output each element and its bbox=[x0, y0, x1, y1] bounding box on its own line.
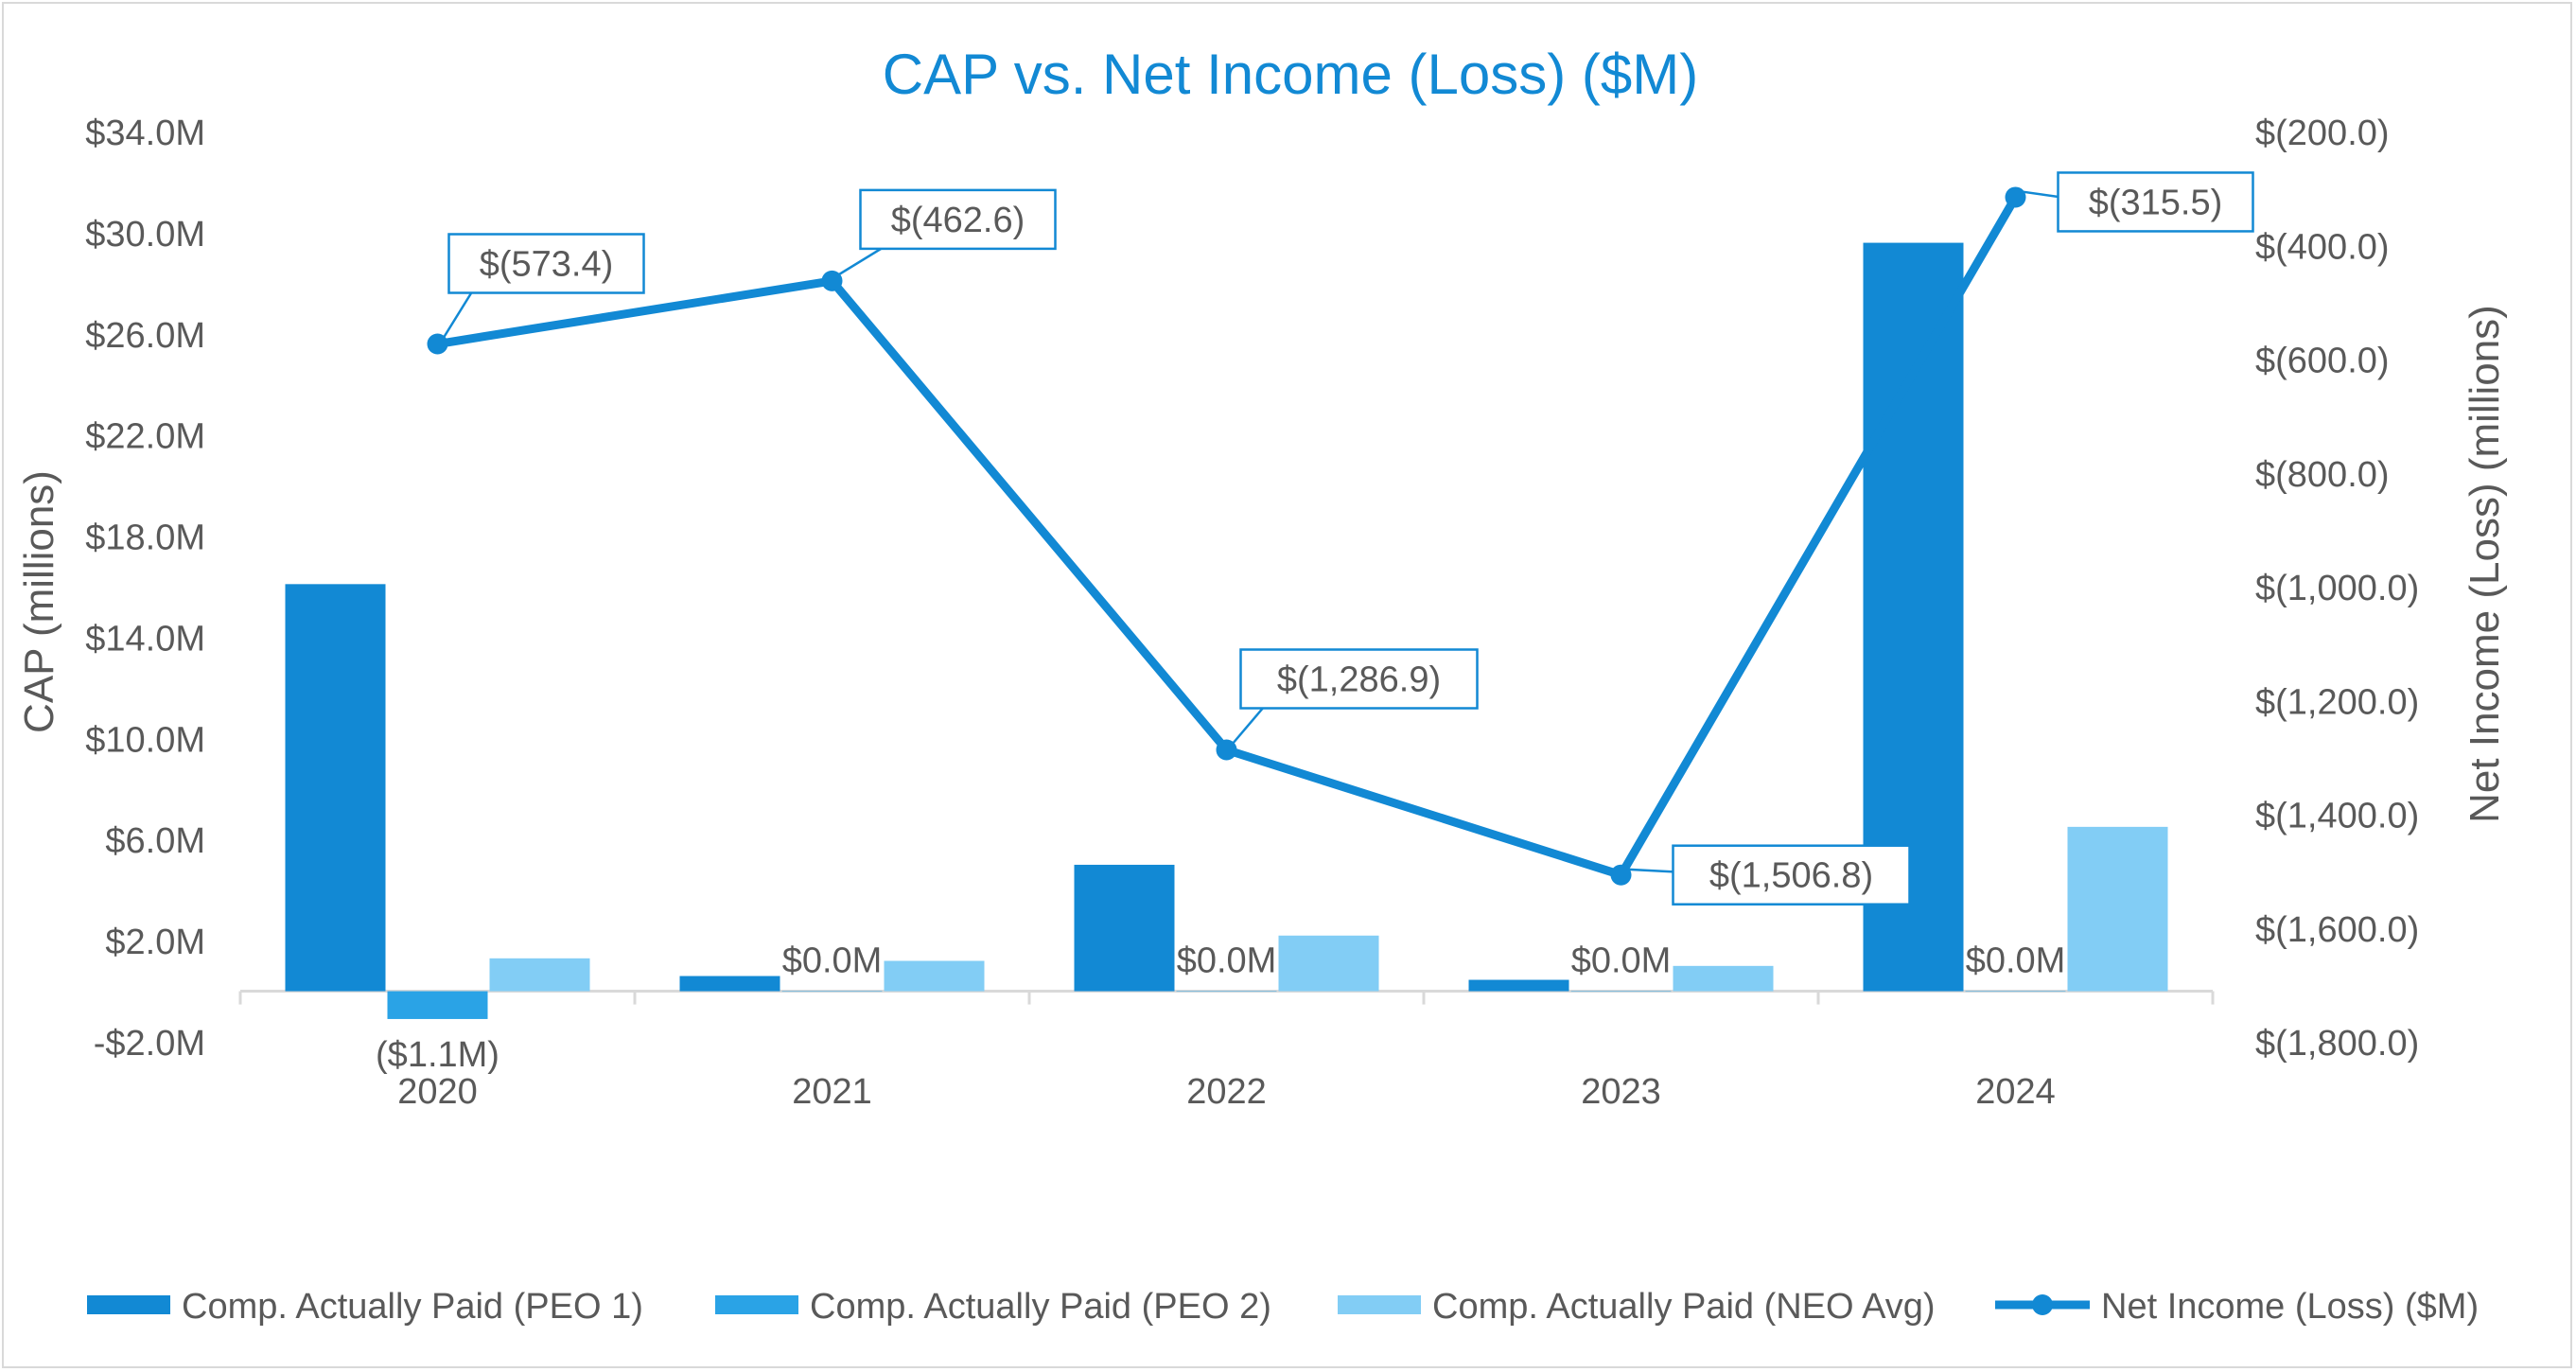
x-tick-label: 2024 bbox=[1975, 1072, 2056, 1112]
left-tick-label: $22.0M bbox=[85, 417, 205, 457]
callout-box bbox=[1672, 844, 1911, 906]
bar-comp-actually-paid-peo-1 bbox=[1074, 864, 1175, 992]
bar-comp-actually-paid-neo-avg bbox=[1278, 935, 1379, 992]
chart-title: CAP vs. Net Income (Loss) ($M) bbox=[883, 43, 1698, 106]
legend-marker bbox=[2032, 1294, 2053, 1315]
net-income-callout: $(462.6) bbox=[836, 188, 1057, 276]
x-tick-label: 2021 bbox=[792, 1072, 872, 1112]
bar-comp-actually-paid-neo-avg bbox=[884, 960, 985, 992]
legend-label: Net Income (Loss) ($M) bbox=[2101, 1287, 2479, 1327]
right-tick-label: $(400.0) bbox=[2255, 227, 2390, 267]
bar-comp-actually-paid-peo-1 bbox=[1468, 979, 1569, 992]
bar-data-label: $0.0M bbox=[1966, 941, 2066, 981]
bar-comp-actually-paid-peo-2 bbox=[1176, 991, 1277, 993]
left-axis-ticks: -$2.0M $2.0M $6.0M $10.0M $14.0M $18.0M $22.0M… bbox=[85, 114, 205, 1064]
x-axis-baseline bbox=[238, 990, 2215, 1005]
bar-marks: ($1.1M) $0.0M $0.0M $0.0M $0.0M bbox=[285, 242, 2168, 1075]
legend-item: Net Income (Loss) ($M) bbox=[1995, 1287, 2479, 1327]
right-tick-label: $(1,200.0) bbox=[2255, 682, 2419, 722]
x-tick-label: 2023 bbox=[1581, 1072, 1661, 1112]
bar-comp-actually-paid-neo-avg bbox=[1673, 965, 1774, 992]
bar-comp-actually-paid-neo-avg bbox=[489, 958, 590, 992]
x-axis-ticks: 2020 2021 2022 2023 2024 bbox=[397, 1072, 2056, 1112]
net-income-point bbox=[427, 333, 448, 355]
legend-label: Comp. Actually Paid (NEO Avg) bbox=[1432, 1287, 1936, 1327]
x-tick-label: 2022 bbox=[1186, 1072, 1267, 1112]
left-tick-label: $18.0M bbox=[85, 519, 205, 558]
left-axis-label: CAP (millions) bbox=[16, 470, 62, 733]
right-axis-label: Net Income (Loss) (millions) bbox=[2462, 305, 2508, 823]
net-income-callout: $(1,286.9) bbox=[1231, 648, 1479, 746]
net-income-line bbox=[427, 186, 2026, 886]
left-tick-label: -$2.0M bbox=[94, 1024, 205, 1064]
bar-data-label: $0.0M bbox=[1571, 941, 1672, 981]
left-tick-label: $14.0M bbox=[85, 619, 205, 659]
right-tick-label: $(1,000.0) bbox=[2255, 569, 2419, 608]
callout-box bbox=[447, 233, 645, 294]
bar-comp-actually-paid-peo-2 bbox=[1570, 991, 1672, 993]
net-income-callout: $(1,506.8) bbox=[1626, 844, 1911, 906]
right-tick-label: $(800.0) bbox=[2255, 455, 2390, 495]
legend-swatch bbox=[87, 1295, 170, 1314]
right-tick-label: $(1,400.0) bbox=[2255, 797, 2419, 836]
net-income-point bbox=[1216, 739, 1237, 761]
bar-comp-actually-paid-peo-2 bbox=[387, 991, 488, 1019]
callout-box bbox=[2057, 171, 2254, 233]
bar-data-label: $0.0M bbox=[782, 941, 883, 981]
left-tick-label: $26.0M bbox=[85, 316, 205, 356]
legend-item: Comp. Actually Paid (NEO Avg) bbox=[1338, 1287, 1936, 1327]
net-income-callout: $(573.4) bbox=[442, 233, 645, 340]
right-tick-label: $(600.0) bbox=[2255, 342, 2390, 381]
legend: Comp. Actually Paid (PEO 1) Comp. Actuall… bbox=[87, 1287, 2479, 1327]
data-callouts: $(573.4) $(462.6) $(1,286.9) $(1,506.8) $(31… bbox=[442, 171, 2254, 906]
callout-label: $(1,506.8) bbox=[1709, 856, 1873, 896]
left-tick-label: $34.0M bbox=[85, 114, 205, 153]
callout-label: $(315.5) bbox=[2089, 183, 2223, 222]
callout-box bbox=[1239, 648, 1479, 710]
bar-data-label: $0.0M bbox=[1177, 941, 1277, 981]
bar-comp-actually-paid-neo-avg bbox=[2067, 826, 2168, 992]
net-income-point bbox=[2005, 186, 2026, 208]
left-tick-label: $6.0M bbox=[105, 821, 205, 861]
left-tick-label: $30.0M bbox=[85, 215, 205, 255]
right-axis-ticks: $(200.0) $(400.0) $(600.0) $(800.0) $(1,000.… bbox=[2255, 114, 2419, 1064]
legend-label: Comp. Actually Paid (PEO 1) bbox=[182, 1287, 643, 1327]
bar-comp-actually-paid-peo-2 bbox=[781, 991, 883, 993]
net-income-callout: $(315.5) bbox=[2021, 171, 2254, 233]
callout-label: $(1,286.9) bbox=[1277, 660, 1441, 699]
legend-item: Comp. Actually Paid (PEO 2) bbox=[715, 1287, 1271, 1327]
net-income-point bbox=[821, 270, 843, 291]
callout-label: $(462.6) bbox=[891, 201, 1025, 240]
legend-item: Comp. Actually Paid (PEO 1) bbox=[87, 1287, 643, 1327]
net-income-line-path bbox=[436, 195, 2020, 880]
chart: CAP vs. Net Income (Loss) ($M) CAP (mill… bbox=[16, 43, 2508, 1327]
callout-label: $(573.4) bbox=[480, 245, 614, 285]
legend-swatch bbox=[1338, 1295, 1421, 1314]
bar-comp-actually-paid-peo-1 bbox=[285, 584, 386, 992]
bar-data-label: ($1.1M) bbox=[376, 1035, 499, 1075]
callout-pointer bbox=[836, 245, 905, 276]
left-tick-label: $10.0M bbox=[85, 720, 205, 760]
right-tick-label: $(200.0) bbox=[2255, 114, 2390, 153]
legend-label: Comp. Actually Paid (PEO 2) bbox=[810, 1287, 1271, 1327]
left-tick-label: $2.0M bbox=[105, 923, 205, 962]
bar-comp-actually-paid-peo-2 bbox=[1965, 991, 2066, 993]
callout-box bbox=[859, 188, 1057, 251]
callout-pointer bbox=[1231, 705, 1286, 746]
net-income-point bbox=[1610, 864, 1632, 886]
legend-swatch bbox=[715, 1295, 798, 1314]
right-tick-label: $(1,800.0) bbox=[2255, 1024, 2419, 1064]
x-tick-label: 2020 bbox=[397, 1072, 478, 1112]
bar-comp-actually-paid-peo-1 bbox=[679, 976, 780, 992]
callout-pointer bbox=[442, 290, 494, 340]
right-tick-label: $(1,600.0) bbox=[2255, 910, 2419, 950]
